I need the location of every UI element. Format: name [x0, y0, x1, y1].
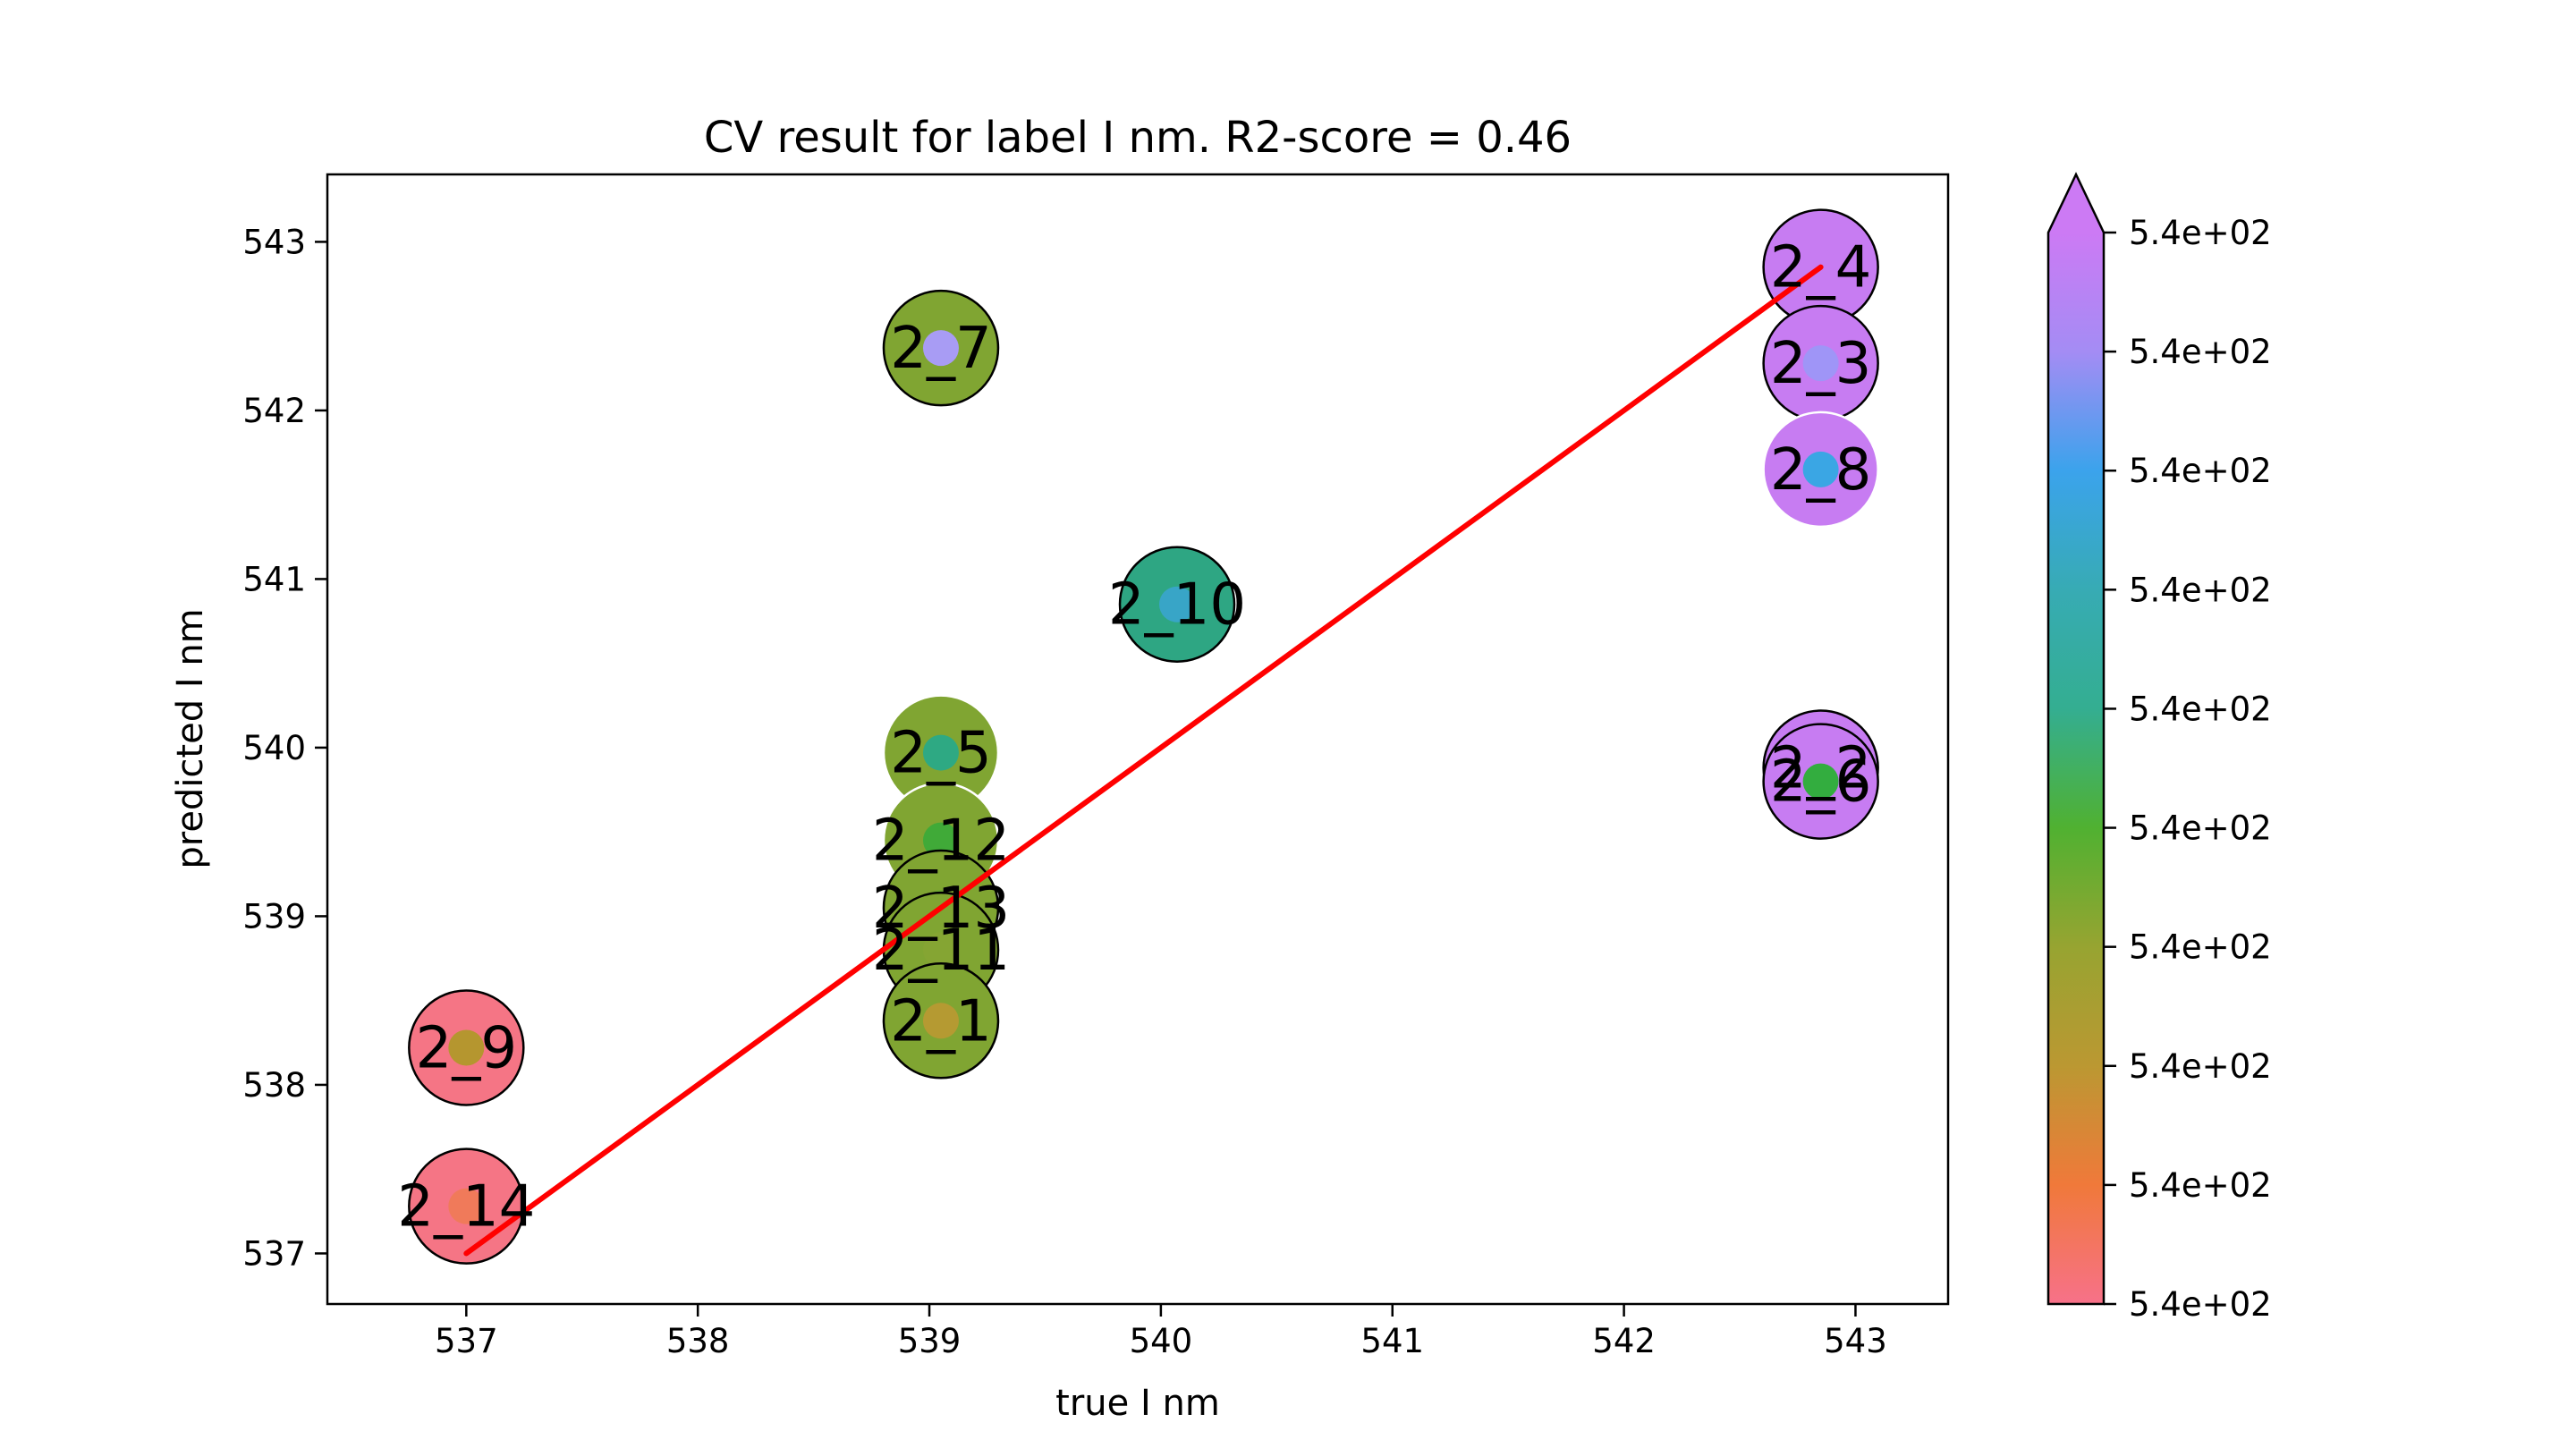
colorbar-tick-label: 5.4e+02 [2129, 928, 2272, 967]
point-inner-marker [1802, 451, 1839, 487]
chart-title: CV result for label I nm. R2-score = 0.4… [704, 113, 1572, 163]
point-label: 2_11 [872, 918, 1010, 984]
fit-line-layer [463, 264, 1824, 1257]
y-axis-label: predicted I nm [170, 608, 211, 868]
y-tick-label: 537 [242, 1234, 306, 1273]
point-label: 2_13 [872, 876, 1010, 942]
plot-frame [326, 173, 1950, 1306]
colorbar-tick-label: 5.4e+02 [2129, 690, 2272, 728]
colorbar-tick-label: 5.4e+02 [2129, 333, 2272, 371]
x-tick-label: 542 [1592, 1322, 1656, 1360]
point-inner-marker [1802, 345, 1839, 382]
point-label: 2_4 [1770, 235, 1871, 301]
point-label: 2_2 [1770, 736, 1871, 802]
colorbar-tick-label: 5.4e+02 [2129, 1166, 2272, 1205]
y-tick-label: 543 [242, 223, 306, 261]
point-label: 2_6 [1770, 749, 1871, 816]
point-label: 2_9 [416, 1015, 517, 1081]
point-inner-marker [448, 1029, 485, 1066]
colorbar-tick-label: 5.4e+02 [2129, 809, 2272, 848]
y-tick-label: 538 [242, 1066, 306, 1105]
colorbar: 5.4e+02 5.4e+02 5.4e+02 5.4e+02 5.4e+02 5.4e+… [2046, 172, 2272, 1324]
x-tick-label: 541 [1360, 1322, 1424, 1360]
point-inner-marker [922, 822, 959, 859]
colorbar-tick-label: 5.4e+02 [2129, 214, 2272, 252]
point-label: 2_1 [890, 988, 991, 1054]
points-layer [408, 208, 1879, 1265]
point-labels-layer: 2_42_32_82_22_62_72_102_52_122_132_112_1… [397, 235, 1871, 1241]
colorbar-tick-label: 5.4e+02 [2129, 1047, 2272, 1086]
point-label: 2_14 [397, 1174, 535, 1241]
x-tick-label: 537 [435, 1322, 498, 1360]
x-axis-ticks: 537 538 539 540 541 542 543 [435, 1304, 1887, 1360]
point-label: 2_7 [890, 316, 991, 382]
y-tick-label: 542 [242, 392, 306, 430]
fit-line [463, 264, 1824, 1257]
colorbar-gradient [2048, 233, 2104, 1304]
x-tick-label: 538 [666, 1322, 730, 1360]
colorbar-tick-label: 5.4e+02 [2129, 1285, 2272, 1324]
x-tick-label: 539 [898, 1322, 962, 1360]
colorbar-ticks: 5.4e+02 5.4e+02 5.4e+02 5.4e+02 5.4e+02 5.4e+… [2104, 214, 2272, 1324]
point-inner-marker [1159, 586, 1196, 622]
x-tick-label: 540 [1130, 1322, 1193, 1360]
point-label: 2_10 [1108, 572, 1246, 639]
colorbar-outline [2046, 172, 2106, 1306]
point-inner-marker [922, 932, 959, 969]
x-axis-label: true I nm [1055, 1383, 1220, 1424]
point-inner-marker [1802, 763, 1839, 800]
y-axis-ticks: 537 538 539 540 541 542 543 [242, 223, 327, 1273]
point-label: 2_3 [1770, 331, 1871, 397]
x-tick-label: 543 [1824, 1322, 1887, 1360]
colorbar-tick-label: 5.4e+02 [2129, 571, 2272, 609]
point-inner-marker [922, 1003, 959, 1039]
colorbar-extend-arrow [2048, 174, 2104, 233]
point-label: 2_8 [1770, 437, 1871, 504]
y-tick-label: 539 [242, 897, 306, 936]
point-inner-marker [922, 330, 959, 367]
point-label: 2_5 [890, 721, 991, 787]
point-inner-marker [448, 1188, 485, 1224]
y-tick-label: 540 [242, 729, 306, 767]
point-label: 2_12 [872, 809, 1010, 875]
point-inner-marker [922, 734, 959, 771]
colorbar-tick-label: 5.4e+02 [2129, 452, 2272, 490]
y-tick-label: 541 [242, 560, 306, 598]
